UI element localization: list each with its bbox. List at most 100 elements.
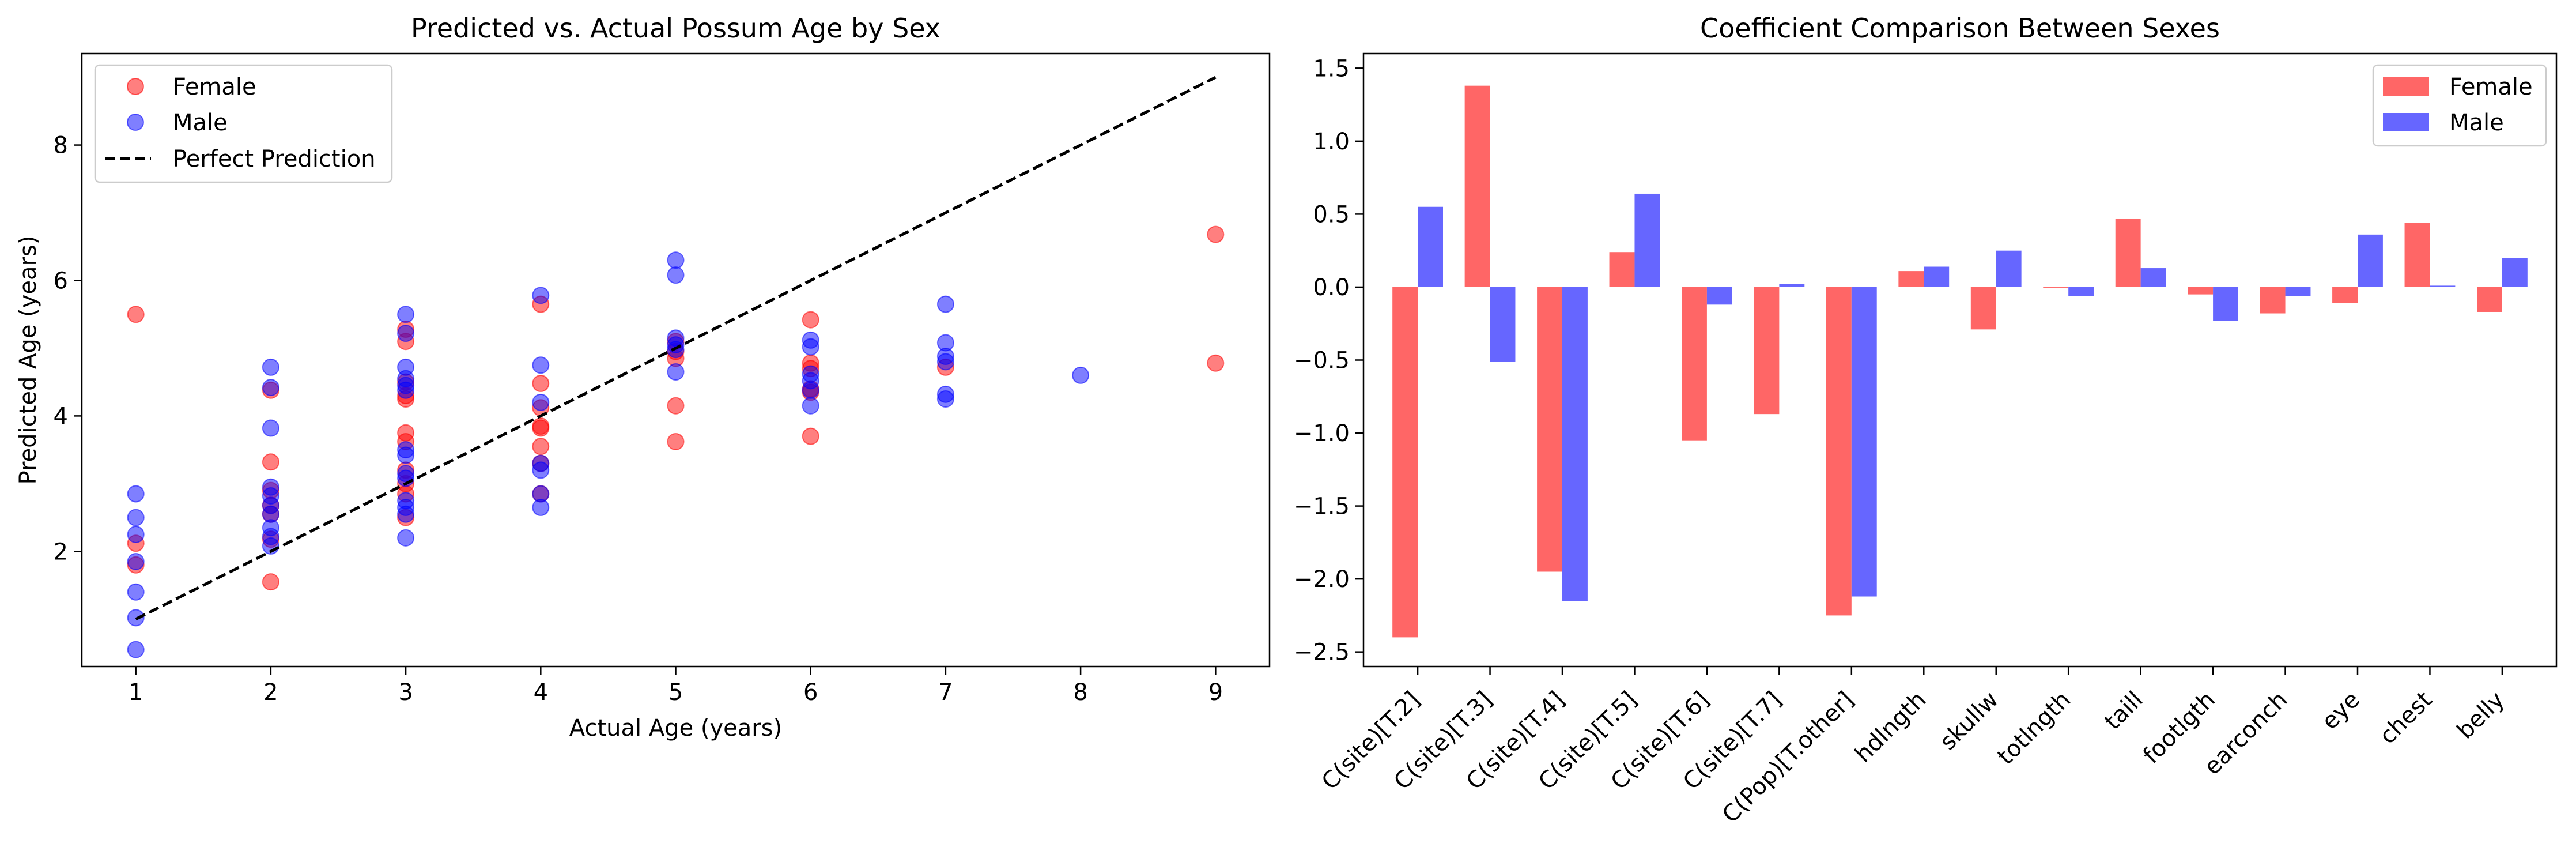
bar-female — [2477, 287, 2502, 312]
data-point-male — [127, 509, 145, 526]
data-point-male — [397, 381, 415, 399]
bar-female — [1537, 287, 1562, 572]
data-point-male — [127, 525, 145, 543]
series-male — [1418, 193, 2528, 601]
data-point-male — [127, 552, 145, 570]
y-tick-label: 6 — [54, 268, 68, 294]
data-point-male — [397, 529, 415, 547]
data-point-male — [262, 358, 279, 376]
bar-female — [1754, 287, 1780, 415]
data-point-male — [532, 287, 550, 304]
bar-male — [1779, 284, 1805, 287]
y-tick-label: 1.5 — [1313, 55, 1350, 82]
data-point-female — [1207, 354, 1225, 372]
data-point-female — [802, 427, 819, 445]
y-tick-label: −2.5 — [1294, 639, 1350, 666]
x-tick-label: chest — [2374, 687, 2437, 750]
data-point-male — [127, 641, 145, 658]
scatter-chart: 1 2 3 4 5 6 7 8 9 2 4 6 8 Actual Age (years) Predicted… — [15, 13, 1271, 741]
legend-marker-male — [127, 114, 144, 131]
bar-male — [1490, 287, 1516, 362]
series-female — [1392, 85, 2502, 638]
x-axis-label: Actual Age (years) — [569, 715, 782, 741]
x-tick-label: 6 — [803, 679, 818, 706]
y-tick-label: −2.0 — [1294, 566, 1350, 593]
y-tick-label: −0.5 — [1294, 348, 1350, 374]
data-point-female — [127, 306, 145, 323]
y-tick-label: −1.5 — [1294, 494, 1350, 520]
data-point-male — [397, 306, 415, 323]
data-point-male — [397, 505, 415, 523]
legend-frame — [94, 64, 393, 183]
data-point-male — [532, 356, 550, 374]
legend: Female Male Perfect Prediction — [94, 64, 393, 183]
legend: Female Male — [2372, 64, 2547, 147]
perfect-prediction-line — [135, 76, 1217, 621]
x-tick-label: skullw — [1935, 687, 2004, 756]
legend-swatch-male — [2383, 113, 2429, 131]
data-point-male — [667, 251, 685, 269]
bar-male — [1924, 266, 1950, 287]
x-tick-label: 2 — [263, 679, 278, 706]
y-tick-label: 0.0 — [1313, 274, 1350, 301]
data-point-male — [397, 325, 415, 342]
bar-male — [2502, 258, 2528, 287]
bar-female — [2260, 287, 2286, 314]
bar-female — [1609, 252, 1635, 287]
data-point-female — [667, 433, 685, 451]
data-point-male — [532, 461, 550, 479]
bar-male — [2430, 285, 2456, 287]
x-tick-label: 3 — [398, 679, 413, 706]
x-tick-label: totlngth — [1992, 687, 2076, 770]
bar-female — [2043, 287, 2069, 288]
y-tick-label: 0.5 — [1313, 201, 1350, 228]
y-tick-label: 4 — [54, 403, 68, 430]
legend-marker-female — [127, 78, 144, 95]
bar-male — [2285, 287, 2311, 296]
data-point-male — [262, 419, 279, 437]
legend-label: Perfect Prediction — [173, 146, 376, 172]
bar-male — [1706, 287, 1732, 305]
data-point-male — [936, 390, 954, 408]
data-point-female — [262, 573, 279, 591]
bar-female — [2404, 223, 2430, 287]
data-point-male — [802, 397, 819, 415]
data-point-female — [532, 375, 550, 393]
data-point-male — [802, 338, 819, 356]
y-tick-label: 2 — [54, 539, 68, 565]
x-tick-label: 4 — [534, 679, 548, 706]
bar-male — [1996, 250, 2022, 287]
data-point-female — [532, 438, 550, 456]
bar-female — [1826, 287, 1852, 616]
x-tick-label: 8 — [1073, 679, 1087, 706]
data-point-male — [667, 363, 685, 381]
chart-title: Predicted vs. Actual Possum Age by Sex — [411, 13, 940, 44]
data-point-male — [667, 266, 685, 284]
data-point-male — [802, 381, 819, 399]
data-point-male — [532, 498, 550, 516]
bar-female — [1682, 287, 1707, 441]
x-tick-label: hdlngth — [1850, 687, 1931, 768]
bar-female — [1970, 287, 1996, 330]
x-tick-label: eye — [2317, 687, 2365, 735]
bar-female — [1898, 271, 1924, 287]
y-tick-label: 1.0 — [1313, 129, 1350, 155]
x-tick-label: taill — [2099, 687, 2148, 736]
coefficient-bar-chart: −2.5−2.0−1.5−1.0−0.50.00.51.01.5C(site)[… — [1294, 13, 2558, 829]
x-tick-label: 7 — [938, 679, 953, 706]
data-point-female — [1207, 225, 1225, 243]
chart-title: Coefficient Comparison Between Sexes — [1700, 13, 2220, 44]
legend-label: Male — [173, 110, 228, 136]
bar-female — [1392, 287, 1418, 638]
data-point-male — [127, 485, 145, 503]
data-point-male — [397, 446, 415, 464]
bar-male — [1634, 193, 1660, 287]
bar-male — [2213, 287, 2238, 321]
data-point-female — [667, 397, 685, 415]
y-tick-label: 8 — [54, 133, 68, 159]
x-tick-label: 9 — [1208, 679, 1223, 706]
bar-male — [1562, 287, 1588, 601]
bar-male — [1851, 287, 1877, 597]
bar-female — [1464, 85, 1490, 287]
